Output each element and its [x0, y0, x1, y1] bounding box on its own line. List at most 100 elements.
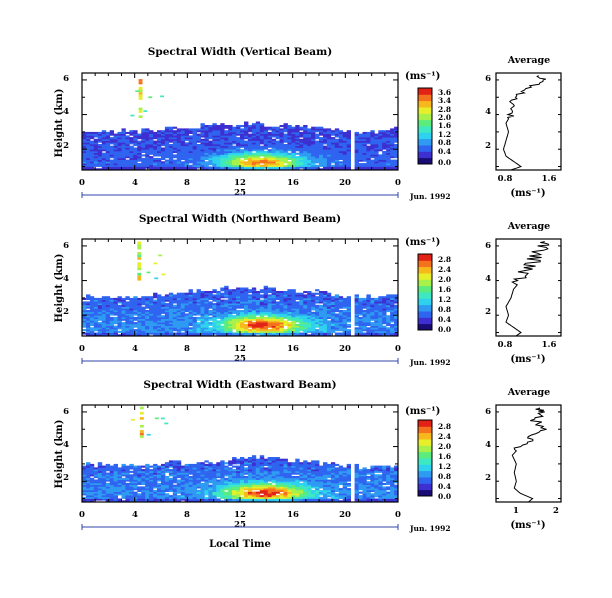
heatmap-cell — [176, 484, 182, 487]
heatmap-cell — [220, 152, 225, 155]
heatmap-cell — [204, 157, 209, 160]
heatmap-cell — [172, 310, 178, 313]
heatmap-cell — [390, 296, 395, 299]
heatmap-cell — [97, 465, 103, 468]
heatmap-cell — [121, 491, 126, 494]
heatmap-cell — [244, 131, 249, 134]
heatmap-cell — [121, 315, 126, 318]
heatmap-cell — [208, 157, 213, 160]
heatmap-cell — [232, 496, 237, 499]
heatmap-cell — [251, 147, 257, 150]
heatmap-cell — [137, 311, 142, 314]
heatmap-cell — [240, 313, 245, 316]
heatmap-cell — [236, 144, 241, 147]
heatmap-cell — [141, 332, 146, 335]
heatmap-cell — [382, 318, 387, 321]
heatmap-cell — [153, 313, 158, 316]
heatmap-cell — [184, 296, 189, 299]
heatmap-cell — [319, 137, 324, 140]
heatmap-cell — [216, 498, 221, 501]
heatmap-cell — [180, 145, 186, 148]
heatmap-cell — [240, 479, 245, 482]
heatmap-cell — [204, 460, 209, 463]
heatmap-cell — [362, 168, 367, 171]
heatmap-cell — [208, 491, 213, 494]
heatmap-cell — [153, 304, 158, 307]
heatmap-cell — [161, 465, 166, 468]
heatmap-cell — [382, 142, 387, 145]
heatmap-cell — [204, 330, 209, 333]
heatmap-cell — [271, 313, 276, 316]
heatmap-cell — [326, 138, 332, 141]
heatmap-cell — [295, 315, 300, 318]
heatmap-cell — [200, 294, 205, 297]
heatmap-cell — [109, 299, 114, 302]
heatmap-cell — [291, 294, 296, 297]
heatmap-cell — [212, 123, 217, 126]
heatmap-cell — [109, 500, 114, 503]
heatmap-cell — [319, 159, 324, 162]
heatmap-cell — [362, 144, 367, 147]
heatmap-cell — [374, 299, 379, 302]
echo-cell — [138, 79, 143, 82]
heatmap-cell — [330, 166, 336, 169]
heatmap-cell — [113, 472, 118, 475]
heatmap-cell — [89, 491, 95, 494]
heatmap-cell — [208, 140, 213, 143]
heatmap-cell — [176, 299, 182, 302]
heatmap-cell — [157, 318, 162, 321]
heatmap-cell — [299, 316, 304, 319]
heatmap-cell — [89, 472, 95, 475]
heatmap-cell — [394, 311, 399, 314]
heatmap-cell — [82, 308, 87, 311]
heatmap-cell — [319, 323, 324, 326]
heatmap-cell — [161, 327, 166, 330]
heatmap-cell — [188, 166, 193, 169]
heatmap-cell — [188, 313, 193, 316]
heatmap-cell — [342, 133, 348, 136]
heatmap-cell — [153, 479, 158, 482]
heatmap-cell — [200, 332, 205, 335]
heatmap-cell — [228, 301, 233, 304]
heatmap-cell — [382, 163, 387, 166]
heatmap-cell — [374, 297, 379, 300]
heatmap-cell — [390, 329, 395, 332]
heatmap-cell — [145, 476, 150, 479]
heatmap-cell — [390, 156, 395, 159]
heatmap-cell — [121, 140, 126, 143]
heatmap-cell — [311, 130, 316, 133]
heatmap-cell — [299, 149, 304, 152]
heatmap-cell — [275, 303, 280, 306]
heatmap-cell — [362, 327, 367, 330]
heatmap-cell — [346, 150, 351, 153]
heatmap-cell — [105, 488, 111, 491]
heatmap-cell — [330, 304, 336, 307]
heatmap-cell — [153, 306, 158, 309]
heatmap-cell — [86, 323, 91, 326]
heatmap-cell — [259, 145, 265, 148]
heatmap-cell — [220, 133, 225, 136]
heatmap-cell — [247, 154, 253, 157]
heatmap-cell — [196, 150, 201, 153]
heatmap-cell — [232, 332, 237, 335]
heatmap-cell — [164, 152, 170, 155]
heatmap-cell — [86, 469, 91, 472]
heatmap-cell — [255, 154, 261, 157]
heatmap-cell — [93, 334, 99, 337]
heatmap-cell — [220, 495, 225, 498]
heatmap-cell — [196, 462, 201, 465]
heatmap-cell — [240, 161, 245, 164]
heatmap-cell — [86, 482, 91, 485]
heatmap-cell — [240, 460, 245, 463]
heatmap-cell — [346, 130, 351, 133]
heatmap-cell — [93, 306, 99, 309]
heatmap-cell — [204, 294, 209, 297]
heatmap-cell — [145, 157, 150, 160]
heatmap-cell — [101, 168, 107, 171]
heatmap-cell — [271, 330, 276, 333]
heatmap-cell — [240, 135, 245, 138]
panel-title: Spectral Width (Vertical Beam) — [148, 46, 332, 58]
average-profile-line — [505, 241, 550, 337]
echo-cell — [135, 90, 140, 92]
heatmap-cell — [188, 484, 193, 487]
